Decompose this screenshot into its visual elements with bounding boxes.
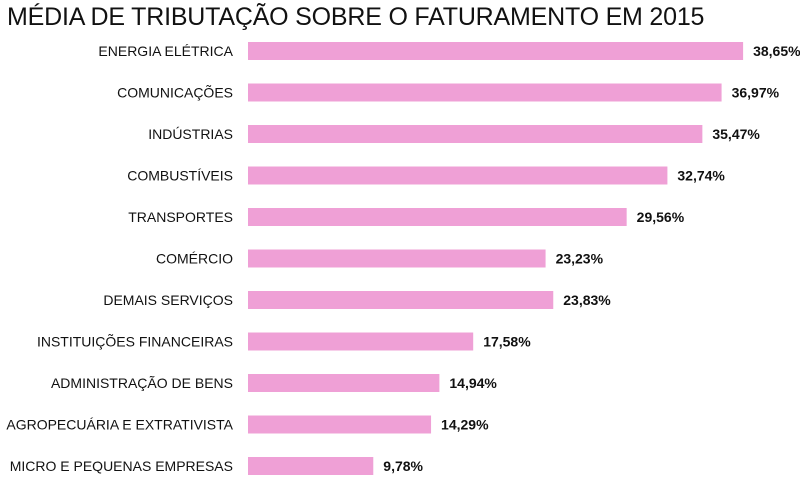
value-label: 35,47% [712, 126, 760, 142]
category-label: INSTITUIÇÕES FINANCEIRAS [37, 334, 233, 350]
value-label: 36,97% [732, 85, 780, 101]
category-label: COMUNICAÇÕES [117, 85, 233, 101]
value-label: 17,58% [483, 334, 531, 350]
bars-layer: ENERGIA ELÉTRICA 38,65% COMUNICAÇÕES 36,97%… [6, 42, 800, 475]
bar [248, 291, 554, 309]
category-label: INDÚSTRIAS [148, 126, 233, 142]
category-label: AGROPECUÁRIA E EXTRATIVISTA [6, 417, 233, 433]
category-label: TRANSPORTES [128, 209, 233, 225]
value-label: 32,74% [677, 168, 725, 184]
bar [248, 332, 474, 351]
value-label: 14,29% [441, 417, 489, 433]
category-label: DEMAIS SERVIÇOS [103, 292, 233, 308]
bar [248, 166, 668, 185]
category-label: ENERGIA ELÉTRICA [98, 43, 233, 59]
bar [248, 374, 440, 392]
category-label: ADMINISTRAÇÃO DE BENS [51, 375, 233, 391]
bar [248, 249, 546, 268]
bar [248, 125, 703, 143]
bar [248, 208, 627, 226]
bar [248, 83, 722, 102]
category-label: COMBUSTÍVEIS [127, 168, 233, 184]
value-label: 29,56% [637, 209, 685, 225]
category-label: MICRO E PEQUENAS EMPRESAS [10, 458, 233, 474]
value-label: 23,83% [563, 292, 611, 308]
bar [248, 415, 432, 434]
chart-title: MÉDIA DE TRIBUTAÇÃO SOBRE O FATURAMENTO … [7, 3, 705, 31]
bar [248, 42, 744, 60]
value-label: 14,94% [449, 375, 497, 391]
bar [248, 457, 374, 475]
value-label: 38,65% [753, 43, 800, 59]
category-label: COMÉRCIO [156, 251, 233, 267]
value-label: 9,78% [383, 458, 423, 474]
value-label: 23,23% [556, 251, 604, 267]
